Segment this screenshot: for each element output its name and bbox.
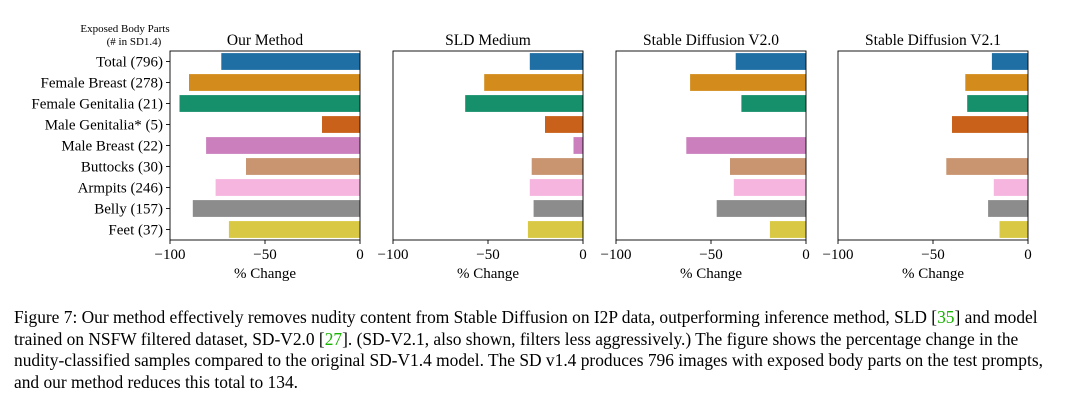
- x-axis-label: % Change: [902, 266, 964, 282]
- y-tick-label: Total (796): [96, 55, 163, 71]
- bar: [686, 137, 806, 154]
- bar: [465, 95, 583, 112]
- bar: [221, 53, 360, 70]
- bar: [531, 158, 583, 175]
- caption-citation-link[interactable]: 35: [937, 307, 955, 327]
- bar: [735, 53, 806, 70]
- figure-caption: Figure 7: Our method effectively removes…: [14, 307, 1070, 393]
- bar: [946, 158, 1028, 175]
- chart-title: Stable Diffusion V2.0: [643, 32, 779, 49]
- y-tick-label: Male Breast (22): [61, 139, 163, 155]
- bar: [189, 74, 360, 91]
- y-tick-label: Female Genitalia (21): [31, 97, 163, 113]
- bar: [690, 74, 806, 91]
- bar: [999, 221, 1028, 238]
- bar: [545, 116, 583, 133]
- caption-text-part1: Figure 7: Our method effectively removes…: [14, 307, 938, 327]
- x-tick-label: 0: [356, 247, 364, 263]
- caption-text-part3: ]. (SD-V2.1, also shown, filters less ag…: [14, 328, 1043, 392]
- y-tick-label: Armpits (246): [78, 181, 163, 197]
- x-tick-label: −50: [699, 247, 722, 263]
- bar: [484, 74, 583, 91]
- bar: [988, 200, 1028, 217]
- x-tick-label: −100: [378, 247, 409, 263]
- chart-title: Stable Diffusion V2.1: [865, 32, 1001, 49]
- bar: [215, 179, 360, 196]
- bar: [741, 95, 806, 112]
- x-tick-label: 0: [802, 247, 810, 263]
- y-tick-label: Female Breast (278): [41, 76, 163, 92]
- bar: [993, 179, 1028, 196]
- x-tick-label: −100: [823, 247, 854, 263]
- y-tick-label: Feet (37): [108, 223, 163, 239]
- x-tick-label: −100: [601, 247, 632, 263]
- bar: [769, 221, 806, 238]
- y-tick-label: Buttocks (30): [81, 160, 163, 176]
- figure-7-chart: Our Method −100 −50 0 % Change Total (796) Fem…: [31, 23, 1032, 282]
- x-axis-label: % Change: [457, 266, 519, 282]
- bar: [573, 137, 583, 154]
- y-tick-label: Belly (157): [94, 202, 163, 218]
- bar: [228, 221, 360, 238]
- bar: [206, 137, 360, 154]
- x-axis-label: % Change: [234, 266, 296, 282]
- bar: [527, 221, 583, 238]
- y-tick-label: Male Genitalia* (5): [45, 118, 163, 134]
- caption-text-part2: ] and model trained on NSFW filtered dat…: [14, 307, 1038, 349]
- chart-title: SLD Medium: [445, 32, 531, 49]
- x-tick-label: −50: [476, 247, 499, 263]
- caption-citation-link[interactable]: 27: [324, 328, 343, 349]
- bar: [179, 95, 360, 112]
- bar: [965, 74, 1028, 91]
- bar: [192, 200, 360, 217]
- bar: [533, 200, 583, 217]
- bar: [716, 200, 806, 217]
- x-tick-label: −50: [253, 247, 276, 263]
- x-axis-label: % Change: [680, 266, 742, 282]
- bar: [246, 158, 360, 175]
- bar: [967, 95, 1028, 112]
- y-axis-header: (# in SD1.4): [107, 36, 162, 48]
- bar: [322, 116, 360, 133]
- bar: [952, 116, 1028, 133]
- chart-title: Our Method: [227, 32, 303, 49]
- bar: [529, 179, 583, 196]
- bar: [733, 179, 806, 196]
- bar: [730, 158, 806, 175]
- x-tick-label: −100: [155, 247, 186, 263]
- bar: [529, 53, 583, 70]
- y-axis-header: Exposed Body Parts: [80, 23, 169, 35]
- x-tick-label: −50: [921, 247, 944, 263]
- x-tick-label: 0: [1024, 247, 1032, 263]
- bar: [991, 53, 1028, 70]
- x-tick-label: 0: [579, 247, 587, 263]
